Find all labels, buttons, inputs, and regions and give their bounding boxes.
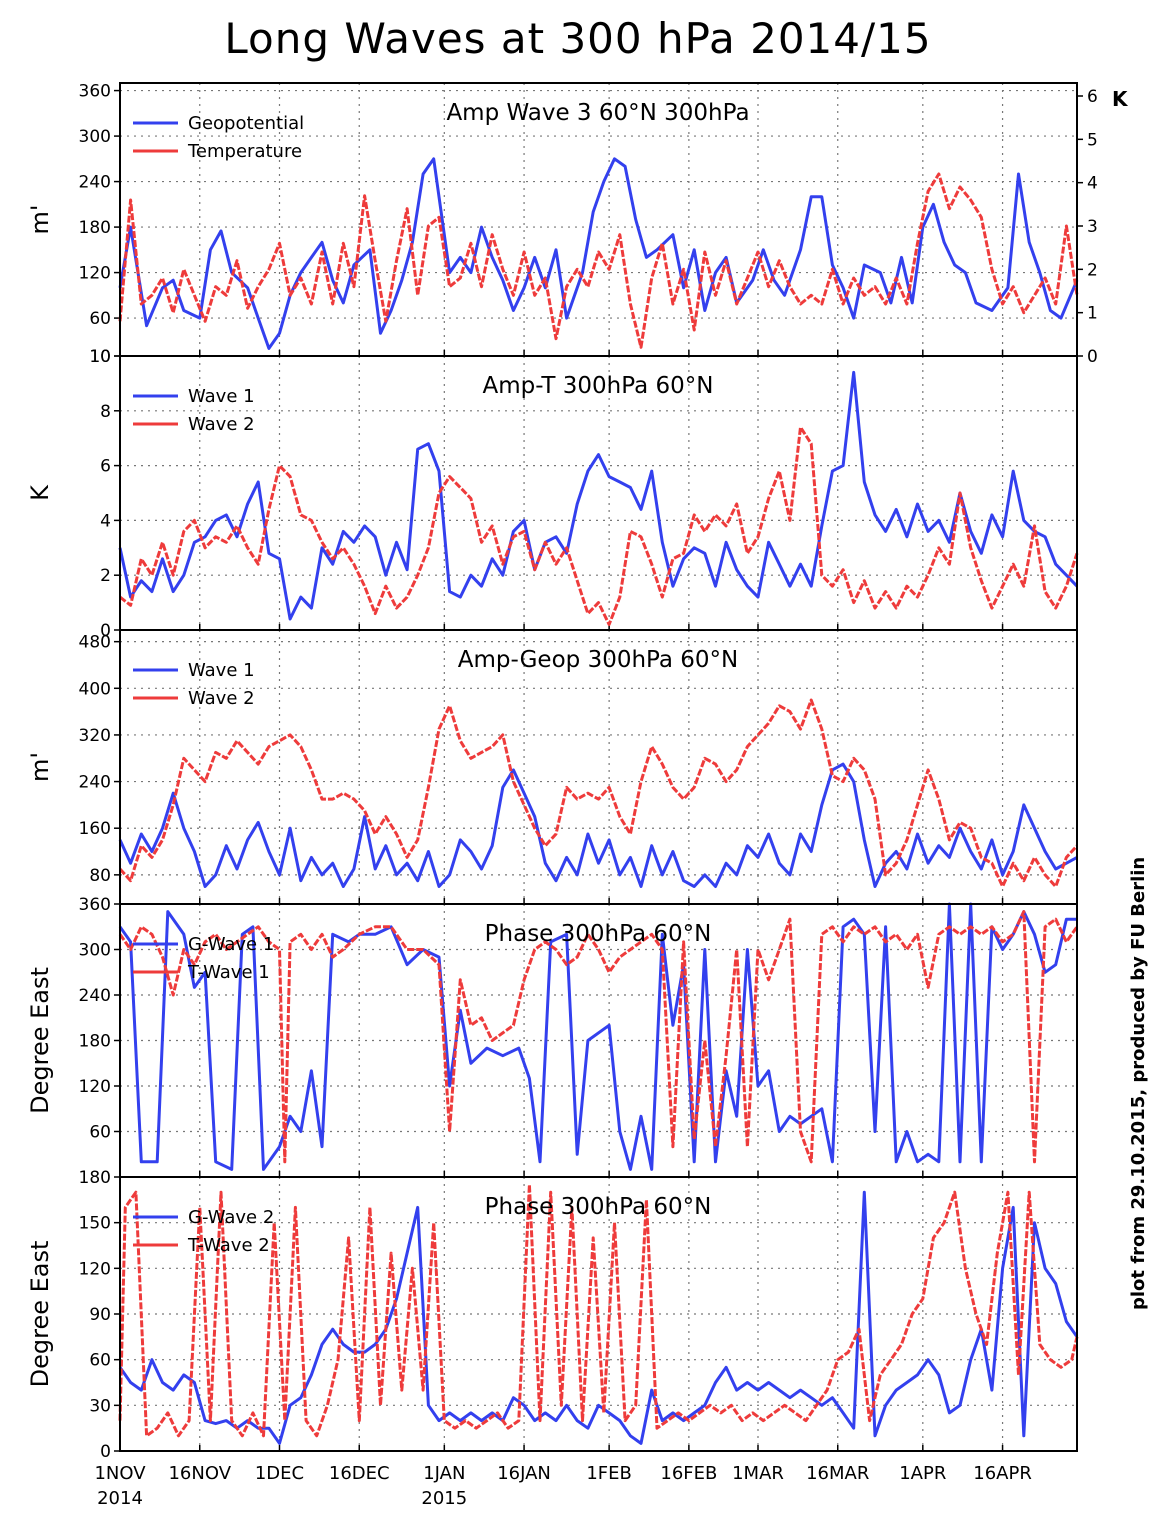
y-tick-label: 80 <box>89 866 111 886</box>
x-tick-label: 1DEC <box>255 1463 304 1484</box>
y-tick-label: 180 <box>79 1168 111 1188</box>
panel-title: Amp-Geop 300hPa 60°N <box>458 647 739 673</box>
y-tick-label: 90 <box>89 1305 111 1325</box>
y-tick-label: 300 <box>79 941 111 961</box>
right-y-tick-label: 3 <box>1087 217 1098 237</box>
x-tick-label: 16APR <box>973 1463 1032 1484</box>
legend-label: Temperature <box>187 141 302 162</box>
chart-panel-5: 0 30 60 90 120 150 180 Phase 300hPa 60°N G-Wave … <box>26 1168 1079 1462</box>
right-y-tick-label: 0 <box>1087 347 1098 367</box>
y-tick-label: 360 <box>79 82 111 102</box>
y-tick-label: 320 <box>79 726 111 746</box>
panel-title: Amp Wave 3 60°N 300hPa <box>446 100 749 126</box>
y-tick-label: 120 <box>79 1077 111 1097</box>
y-tick-label: 8 <box>100 402 111 422</box>
right-y-tick-label: 4 <box>1087 174 1098 194</box>
chart-panel-3: 80 160 240 320 400 480 Amp-Geop 300hPa 60°N Wav… <box>26 629 1079 905</box>
y-tick-label: 240 <box>79 173 111 193</box>
x-tick-label: 16NOV <box>168 1463 231 1484</box>
y-tick-label: 360 <box>79 895 111 915</box>
panel-title: Phase 300hPa 60°N <box>485 1194 712 1220</box>
credit-note: plot from 29.10.2015, produced by FU Ber… <box>1128 856 1149 1310</box>
y-tick-label: 180 <box>79 1032 111 1052</box>
y-tick-label: 480 <box>79 633 111 653</box>
x-tick-label: 16MAR <box>806 1463 869 1484</box>
legend-label: Wave 1 <box>188 386 255 407</box>
panel-frame <box>119 1176 1078 1452</box>
legend-label: Wave 2 <box>188 414 255 435</box>
x-tick-label: 1MAR <box>732 1463 784 1484</box>
y-tick-label: 240 <box>79 986 111 1006</box>
x-year-label: 2014 <box>97 1488 143 1509</box>
y-tick-label: 2 <box>100 566 111 586</box>
right-y-tick-label: 6 <box>1087 87 1098 107</box>
right-y-tick-label: 1 <box>1087 304 1098 324</box>
y-tick-label: 120 <box>79 264 111 284</box>
y-tick-label: 300 <box>79 127 111 147</box>
x-tick-label: 1NOV <box>94 1463 146 1484</box>
page-title: Long Waves at 300 hPa 2014/15 <box>224 14 932 63</box>
chart-panel-1: 10 60 120 180 240 300 360 0 1 2 3 4 5 6 K Amp Wave 3 60… <box>26 82 1129 367</box>
x-tick-label: 1FEB <box>586 1463 632 1484</box>
y-tick-label: 0 <box>100 621 111 641</box>
series-line-t-wave-1 <box>118 910 1079 1164</box>
y-tick-label: 0 <box>100 1442 111 1462</box>
y-tick-label: 160 <box>79 819 111 839</box>
series-line-wave-2 <box>119 425 1079 626</box>
panel-title: Amp-T 300hPa 60°N <box>483 373 714 399</box>
series-line-g-wave-2 <box>118 1190 1079 1445</box>
right-y-tick-label: 2 <box>1087 260 1098 280</box>
chart-panel-2: 0 2 4 6 8 10 Amp-T 300hPa 60°N Wave 1 Wave 2 K <box>26 347 1079 641</box>
x-tick-label: 1JAN <box>423 1463 465 1484</box>
x-tick-label: 1APR <box>899 1463 946 1484</box>
legend-label: G-Wave 1 <box>188 934 274 955</box>
y-tick-label: 400 <box>79 679 111 699</box>
y-axis-label: Degree East <box>26 967 54 1114</box>
y-tick-label: 10 <box>89 347 111 367</box>
y-tick-label: 4 <box>100 511 111 531</box>
legend-label: Wave 2 <box>188 688 255 709</box>
right-y-tick-label: 5 <box>1087 130 1098 150</box>
series-line-wave-2 <box>118 698 1079 888</box>
y-tick-label: 180 <box>79 218 111 238</box>
y-axis-label: K <box>26 484 54 501</box>
legend-label: Wave 1 <box>188 660 255 681</box>
series-line-wave-1 <box>118 762 1078 888</box>
y-axis-label: m' <box>26 205 54 235</box>
y-tick-label: 6 <box>100 457 111 477</box>
x-year-label: 2015 <box>421 1488 467 1509</box>
y-axis-label: m' <box>26 752 54 782</box>
legend-label: T-Wave 2 <box>187 1235 270 1256</box>
series-line-wave-1 <box>118 370 1079 621</box>
panel-title: Phase 300hPa 60°N <box>485 921 712 947</box>
y-tick-label: 60 <box>89 1351 111 1371</box>
y-axis-label: Degree East <box>26 1241 54 1388</box>
y-tick-label: 60 <box>89 309 111 329</box>
legend-label: G-Wave 2 <box>188 1207 274 1228</box>
legend-label: Geopotential <box>188 113 304 134</box>
legend-label: T-Wave 1 <box>187 962 270 983</box>
x-tick-label: 16DEC <box>329 1463 390 1484</box>
series-line-temperature <box>118 172 1079 349</box>
series-line-t-wave-2 <box>118 1183 1079 1438</box>
y-tick-label: 60 <box>89 1123 111 1143</box>
y-tick-label: 150 <box>79 1214 111 1234</box>
x-tick-label: 16JAN <box>497 1463 551 1484</box>
y-tick-label: 240 <box>79 773 111 793</box>
right-axis-label: K <box>1112 87 1129 111</box>
series-line-geopotential <box>118 157 1079 350</box>
chart-panel-4: 60 120 180 240 300 360 Phase 300hPa 60°N G-Wave… <box>26 895 1079 1178</box>
y-tick-label: 10 <box>89 347 111 367</box>
x-tick-label: 16FEB <box>660 1463 717 1484</box>
y-tick-label: 30 <box>89 1396 111 1416</box>
y-tick-label: 120 <box>79 1259 111 1279</box>
